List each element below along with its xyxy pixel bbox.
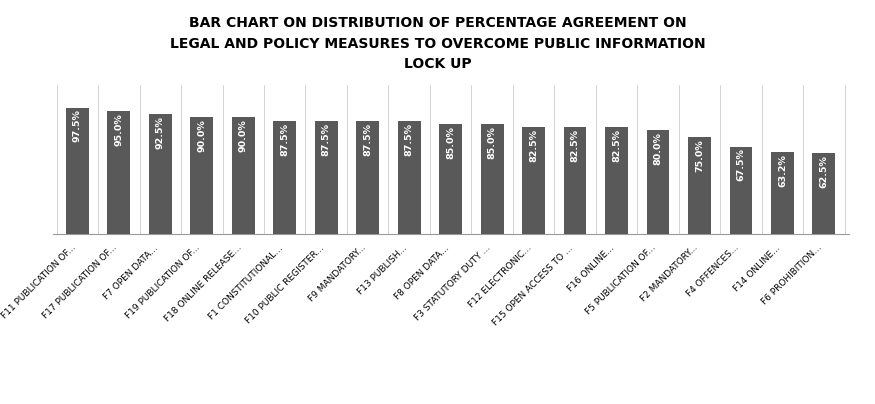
Bar bbox=[688, 137, 710, 234]
Text: 87.5%: 87.5% bbox=[404, 122, 414, 156]
Bar bbox=[813, 153, 836, 234]
Text: 63.2%: 63.2% bbox=[778, 154, 787, 187]
Bar bbox=[439, 124, 462, 234]
Text: 90.0%: 90.0% bbox=[239, 119, 248, 152]
Text: 67.5%: 67.5% bbox=[737, 149, 746, 181]
Text: 62.5%: 62.5% bbox=[819, 155, 829, 188]
Text: 82.5%: 82.5% bbox=[570, 129, 579, 162]
Bar bbox=[108, 111, 130, 234]
Bar bbox=[730, 147, 752, 234]
Bar bbox=[647, 130, 669, 234]
Bar bbox=[522, 127, 545, 234]
Text: 82.5%: 82.5% bbox=[529, 129, 538, 162]
Bar bbox=[356, 120, 379, 234]
Text: 75.0%: 75.0% bbox=[695, 139, 704, 172]
Bar bbox=[232, 117, 255, 234]
Bar bbox=[191, 117, 214, 234]
Bar bbox=[564, 127, 586, 234]
Text: 90.0%: 90.0% bbox=[197, 119, 206, 152]
Text: 87.5%: 87.5% bbox=[363, 122, 372, 156]
Text: 85.0%: 85.0% bbox=[446, 126, 455, 159]
Text: 95.0%: 95.0% bbox=[115, 113, 123, 145]
Bar bbox=[606, 127, 628, 234]
Text: 82.5%: 82.5% bbox=[612, 129, 621, 162]
Bar bbox=[273, 120, 296, 234]
Text: 97.5%: 97.5% bbox=[73, 109, 82, 143]
Bar bbox=[66, 107, 88, 234]
Text: 87.5%: 87.5% bbox=[280, 122, 290, 156]
Bar bbox=[398, 120, 421, 234]
Bar bbox=[149, 114, 172, 234]
Bar bbox=[315, 120, 338, 234]
Text: 85.0%: 85.0% bbox=[487, 126, 497, 159]
Bar bbox=[480, 124, 503, 234]
Text: 87.5%: 87.5% bbox=[322, 122, 331, 156]
Text: BAR CHART ON DISTRIBUTION OF PERCENTAGE AGREEMENT ON
LEGAL AND POLICY MEASURES T: BAR CHART ON DISTRIBUTION OF PERCENTAGE … bbox=[170, 16, 705, 72]
Bar bbox=[771, 152, 794, 234]
Text: 92.5%: 92.5% bbox=[156, 116, 164, 149]
Text: 80.0%: 80.0% bbox=[654, 132, 662, 165]
